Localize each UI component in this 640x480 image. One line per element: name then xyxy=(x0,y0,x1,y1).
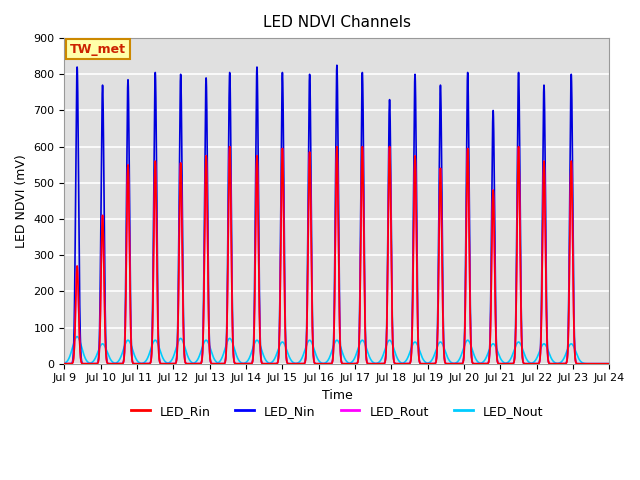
Legend: LED_Rin, LED_Nin, LED_Rout, LED_Nout: LED_Rin, LED_Nin, LED_Rout, LED_Nout xyxy=(126,400,548,422)
Y-axis label: LED NDVI (mV): LED NDVI (mV) xyxy=(15,154,28,248)
Title: LED NDVI Channels: LED NDVI Channels xyxy=(263,15,411,30)
Text: TW_met: TW_met xyxy=(70,43,126,56)
X-axis label: Time: Time xyxy=(321,389,352,402)
